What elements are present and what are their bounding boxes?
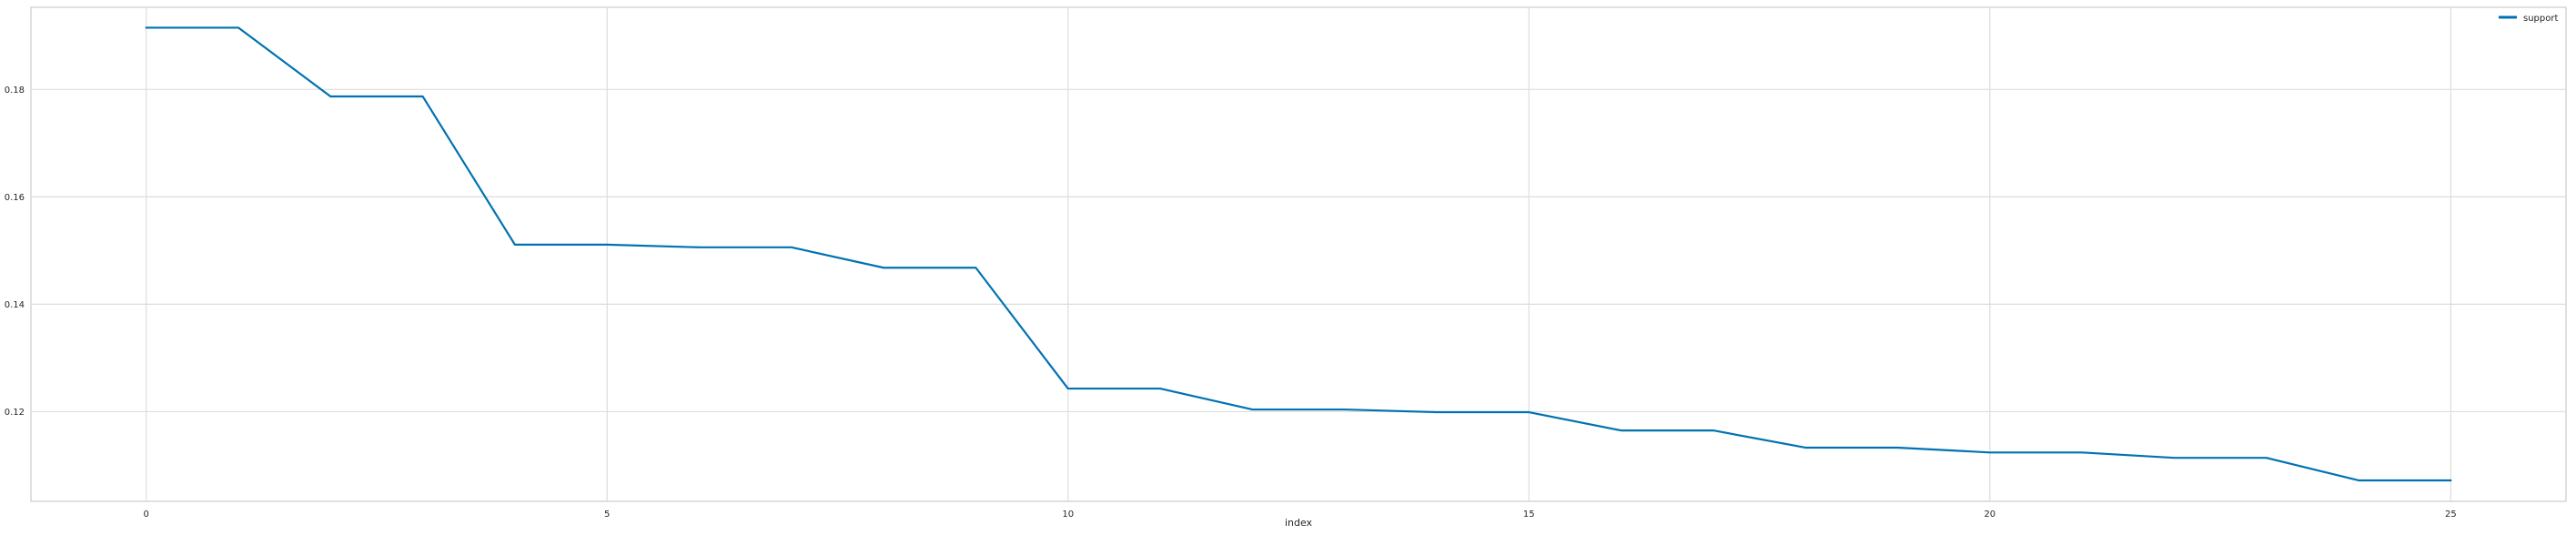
legend: support [2499, 14, 2558, 24]
x-tick-label: 0 [143, 510, 148, 520]
x-tick-label: 5 [604, 510, 610, 520]
grid-lines [31, 7, 2566, 501]
x-tick-labels: 0 5 10 15 20 25 [143, 510, 2456, 520]
legend-label-support: support [2523, 14, 2558, 24]
y-tick-labels: 0.12 0.14 0.16 0.18 [5, 86, 25, 418]
series-line-support [145, 26, 2452, 482]
plot-area [30, 6, 2567, 502]
y-tick-label: 0.16 [5, 193, 25, 203]
x-tick-label: 10 [1062, 510, 1074, 520]
x-tick-label: 15 [1523, 510, 1535, 520]
y-tick-label: 0.18 [5, 86, 25, 96]
x-tick-label: 25 [2445, 510, 2457, 520]
series-layer [145, 26, 2452, 482]
y-tick-label: 0.14 [5, 300, 25, 310]
x-axis-label: index [1285, 517, 1313, 529]
y-tick-label: 0.12 [5, 408, 25, 418]
x-tick-label: 20 [1984, 510, 1995, 520]
